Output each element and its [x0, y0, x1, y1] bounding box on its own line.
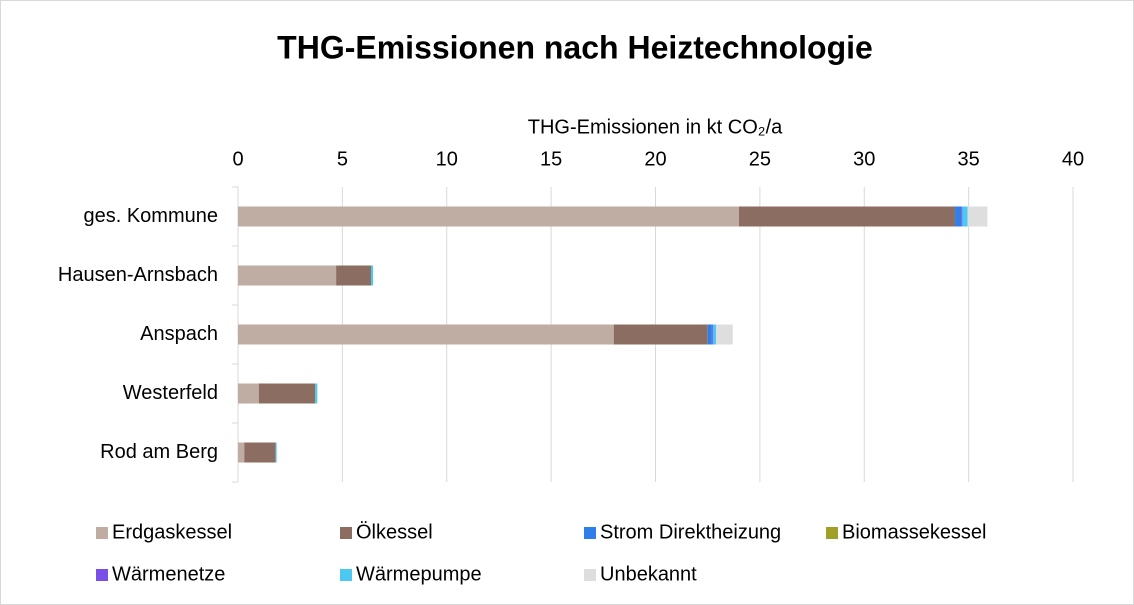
x-tick-label: 0 [232, 148, 243, 170]
y-tick-label: Westerfeld [123, 382, 218, 404]
bar-segment [739, 206, 956, 227]
x-tick-label: 10 [436, 148, 458, 170]
y-tick-label: Rod am Berg [100, 441, 218, 463]
legend-swatch [584, 569, 596, 581]
bar-segment [275, 442, 277, 463]
bar-segment [955, 206, 962, 227]
y-tick-label: ges. Kommune [83, 205, 218, 227]
bar-segment [961, 206, 963, 227]
bar-segment [244, 442, 276, 463]
bar-segment [238, 206, 739, 227]
legend-label: Wärmenetze [112, 563, 225, 585]
legend-label: Strom Direktheizung [600, 521, 781, 543]
x-tick-label: 15 [540, 148, 562, 170]
y-tick-label: Anspach [140, 323, 218, 345]
bar-segment [967, 206, 988, 227]
legend-label: Unbekannt [600, 563, 697, 585]
x-axis-title: THG-Emissionen in kt CO₂/a [528, 116, 783, 138]
legend-swatch [96, 527, 108, 539]
legend-label: Ölkessel [356, 521, 433, 543]
legend-label: Erdgaskessel [112, 521, 232, 543]
x-tick-label: 5 [337, 148, 348, 170]
bar-segment [707, 324, 712, 345]
bar-segment [258, 383, 316, 404]
legend-swatch [340, 527, 352, 539]
x-tick-label: 40 [1062, 148, 1084, 170]
legend-swatch [826, 527, 838, 539]
legend-swatch [584, 527, 596, 539]
x-tick-label: 35 [958, 148, 980, 170]
bar-segment [613, 324, 708, 345]
y-tick-label: Hausen-Arnsbach [58, 264, 218, 286]
legend-label: Wärmepumpe [356, 563, 482, 585]
bar-segment [315, 383, 318, 404]
x-tick-label: 25 [749, 148, 771, 170]
bar-segment [336, 265, 371, 286]
legend-swatch [340, 569, 352, 581]
x-tick-label: 30 [853, 148, 875, 170]
bar-segment [238, 265, 337, 286]
bar-segment [962, 206, 968, 227]
x-tick-label: 20 [644, 148, 666, 170]
bar-segment [238, 383, 259, 404]
bar-segment [370, 265, 374, 286]
bar-segment [238, 442, 245, 463]
legend-swatch [96, 569, 108, 581]
bar-segment [711, 324, 713, 345]
legend-label: Biomassekessel [842, 521, 987, 543]
bar-segment [712, 324, 717, 345]
bar-segment [238, 324, 614, 345]
bar-segment [716, 324, 733, 345]
chart-title: THG-Emissionen nach Heiztechnologie [277, 29, 873, 65]
